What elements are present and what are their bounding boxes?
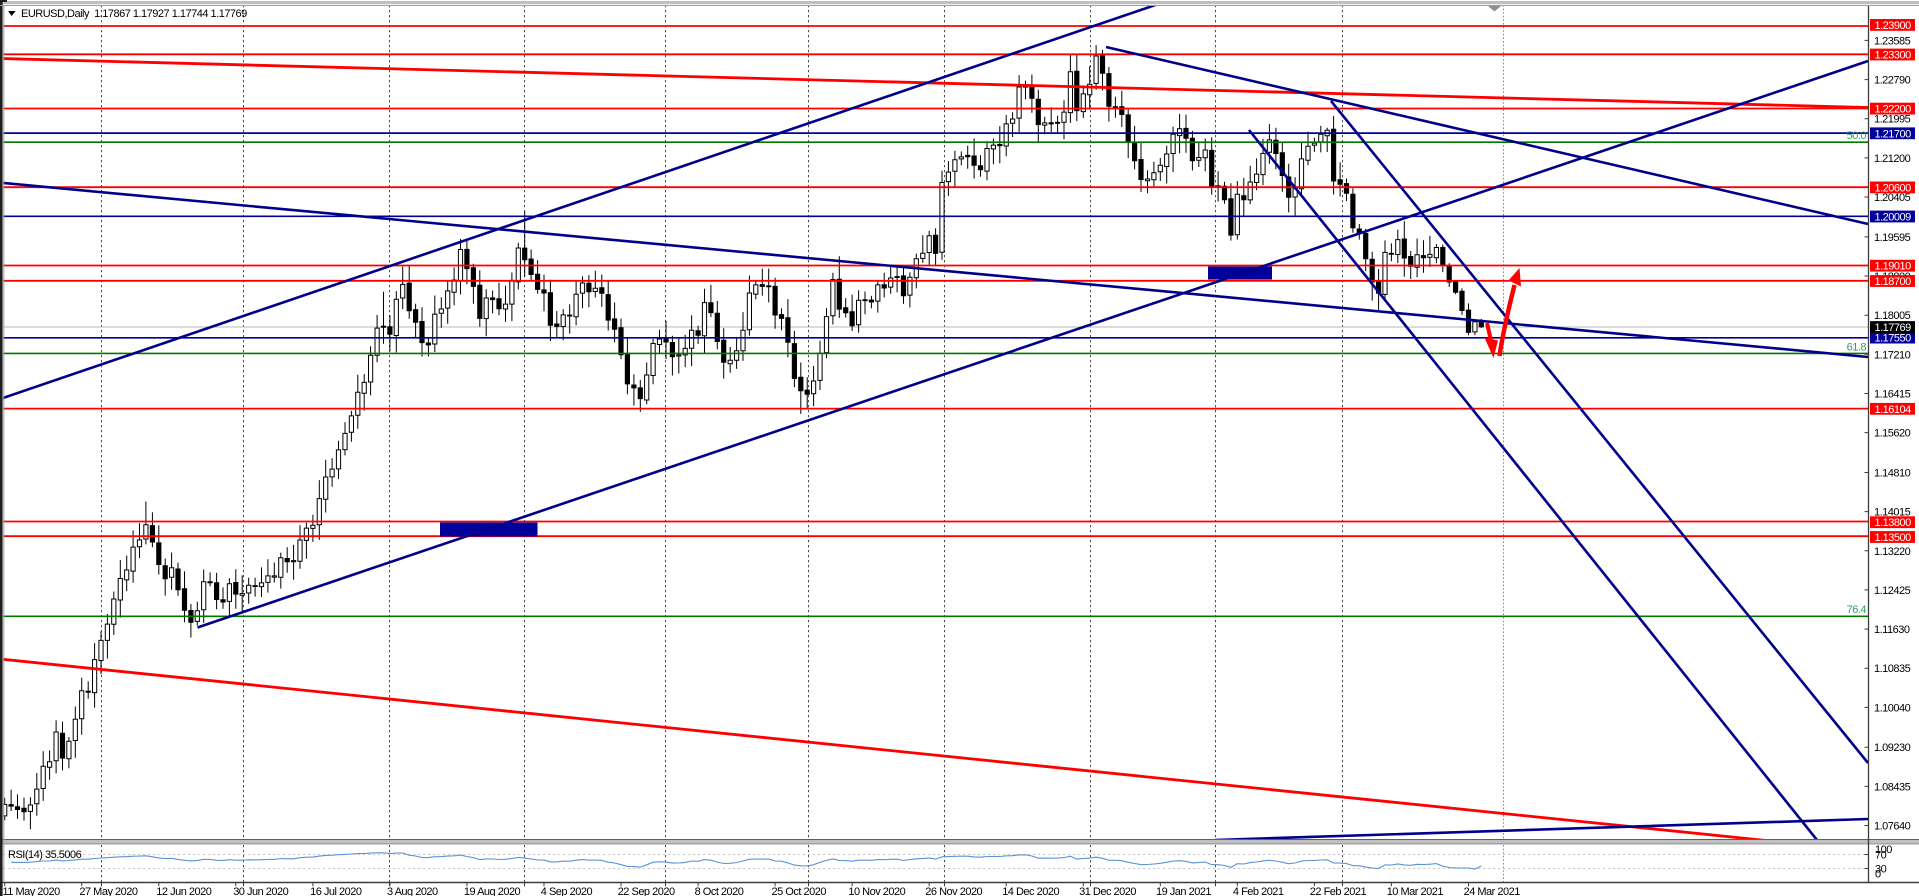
svg-text:1.18005: 1.18005 [1874, 310, 1911, 322]
svg-text:1.23585: 1.23585 [1874, 35, 1911, 47]
svg-text:1.21200: 1.21200 [1874, 153, 1911, 165]
svg-text:1.19010: 1.19010 [1875, 261, 1912, 273]
svg-text:22 Feb 2021: 22 Feb 2021 [1310, 886, 1367, 896]
svg-text:1.08435: 1.08435 [1874, 781, 1911, 793]
svg-text:1.15620: 1.15620 [1874, 428, 1911, 440]
svg-text:30: 30 [1875, 864, 1887, 876]
svg-text:1.10040: 1.10040 [1874, 702, 1911, 714]
svg-text:1.12425: 1.12425 [1874, 585, 1911, 597]
svg-text:11 May 2020: 11 May 2020 [3, 886, 61, 896]
svg-text:1.20600: 1.20600 [1875, 182, 1912, 194]
svg-text:100: 100 [1875, 844, 1892, 856]
svg-text:1.22200: 1.22200 [1875, 104, 1912, 116]
svg-text:1.16104: 1.16104 [1875, 404, 1912, 416]
svg-text:70: 70 [1875, 850, 1887, 862]
svg-text:25 Oct 2020: 25 Oct 2020 [772, 886, 827, 896]
svg-text:1.10835: 1.10835 [1874, 663, 1911, 675]
svg-text:EURUSD,Daily 1.17867 1.17927: EURUSD,Daily 1.17867 1.17927 1.17744 1.1… [21, 8, 247, 20]
svg-text:1.18700: 1.18700 [1875, 276, 1912, 288]
svg-text:19 Jan 2021: 19 Jan 2021 [1156, 886, 1211, 896]
svg-text:1.19595: 1.19595 [1874, 232, 1911, 244]
svg-text:26 Nov 2020: 26 Nov 2020 [925, 886, 982, 896]
svg-text:8 Oct 2020: 8 Oct 2020 [695, 886, 744, 896]
svg-text:1.13220: 1.13220 [1874, 546, 1911, 558]
svg-text:10 Nov 2020: 10 Nov 2020 [848, 886, 905, 896]
svg-text:30 Jun 2020: 30 Jun 2020 [233, 886, 288, 896]
svg-text:1.21700: 1.21700 [1875, 128, 1912, 140]
svg-text:4 Feb 2021: 4 Feb 2021 [1233, 886, 1284, 896]
svg-text:12 Jun 2020: 12 Jun 2020 [156, 886, 211, 896]
svg-text:22 Sep 2020: 22 Sep 2020 [618, 886, 675, 896]
svg-text:1.17210: 1.17210 [1874, 349, 1911, 361]
svg-text:1.17769: 1.17769 [1875, 322, 1912, 334]
svg-text:4 Sep 2020: 4 Sep 2020 [541, 886, 593, 896]
svg-text:10 Mar 2021: 10 Mar 2021 [1387, 886, 1444, 896]
svg-text:1.20405: 1.20405 [1874, 192, 1911, 204]
svg-text:50.0: 50.0 [1847, 130, 1867, 142]
svg-text:RSI(14) 35.5006: RSI(14) 35.5006 [8, 849, 82, 861]
svg-text:1.14810: 1.14810 [1874, 468, 1911, 480]
svg-text:1.20009: 1.20009 [1875, 212, 1912, 224]
svg-text:1.11630: 1.11630 [1874, 624, 1910, 636]
svg-text:24 Mar 2021: 24 Mar 2021 [1464, 886, 1521, 896]
svg-text:1.07640: 1.07640 [1874, 821, 1911, 833]
svg-text:27 May 2020: 27 May 2020 [79, 886, 137, 896]
svg-text:3 Aug 2020: 3 Aug 2020 [387, 886, 438, 896]
svg-text:61.8: 61.8 [1847, 342, 1867, 354]
svg-text:1.13500: 1.13500 [1875, 532, 1912, 544]
svg-text:76.4: 76.4 [1847, 604, 1867, 616]
svg-text:14 Dec 2020: 14 Dec 2020 [1002, 886, 1059, 896]
svg-text:1.14015: 1.14015 [1874, 507, 1911, 519]
svg-text:16 Jul 2020: 16 Jul 2020 [310, 886, 362, 896]
svg-text:31 Dec 2020: 31 Dec 2020 [1079, 886, 1136, 896]
svg-text:0: 0 [1875, 869, 1881, 881]
svg-text:1.23900: 1.23900 [1875, 20, 1912, 32]
svg-text:1.16415: 1.16415 [1874, 389, 1911, 401]
svg-text:1.09230: 1.09230 [1874, 742, 1911, 754]
svg-text:1.21995: 1.21995 [1874, 114, 1911, 126]
svg-text:19 Aug 2020: 19 Aug 2020 [464, 886, 521, 896]
svg-text:1.17550: 1.17550 [1875, 333, 1912, 345]
svg-text:1.22790: 1.22790 [1874, 75, 1911, 87]
svg-text:1.23300: 1.23300 [1875, 50, 1912, 62]
svg-text:1.13800: 1.13800 [1875, 517, 1912, 529]
